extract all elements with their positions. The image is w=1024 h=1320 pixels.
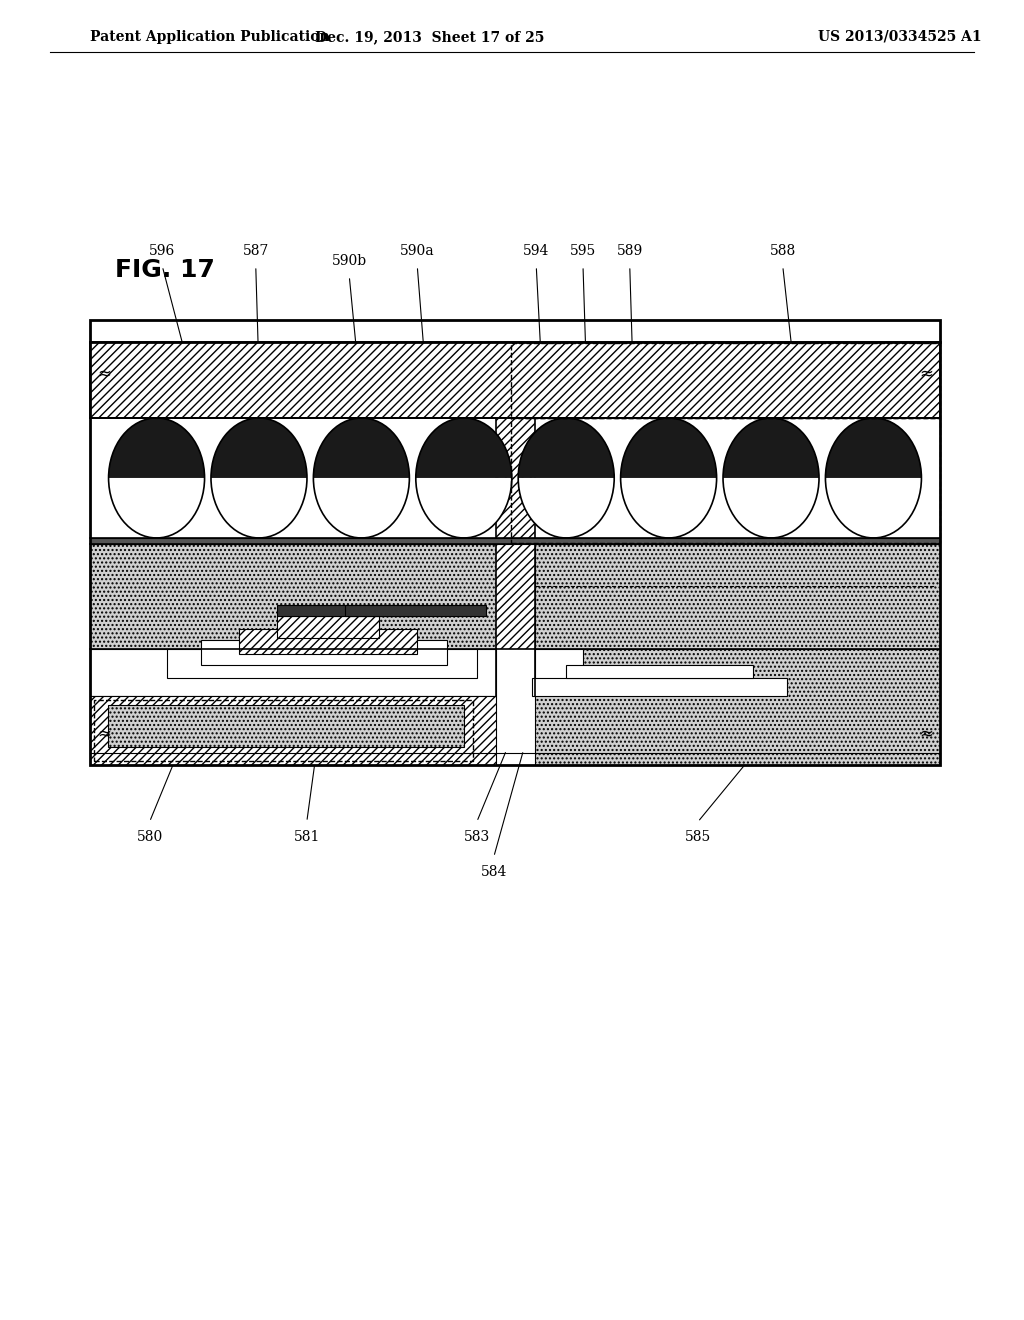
Text: 589: 589 — [616, 244, 643, 257]
Text: 585: 585 — [685, 830, 711, 843]
Bar — [90, 319, 940, 766]
Polygon shape — [211, 478, 307, 539]
Bar — [90, 649, 497, 696]
Ellipse shape — [109, 418, 205, 539]
Polygon shape — [518, 418, 614, 478]
Ellipse shape — [825, 418, 922, 539]
Text: 590a: 590a — [400, 244, 434, 257]
Text: 594: 594 — [523, 244, 550, 257]
Polygon shape — [313, 418, 410, 478]
Bar — [497, 418, 536, 649]
Text: FIG. 17: FIG. 17 — [115, 257, 215, 282]
Polygon shape — [723, 478, 819, 539]
Polygon shape — [621, 418, 717, 478]
Polygon shape — [416, 418, 512, 478]
Bar — [532, 678, 787, 696]
Polygon shape — [109, 418, 205, 478]
Polygon shape — [416, 478, 512, 539]
Polygon shape — [109, 478, 205, 539]
Text: 588: 588 — [770, 244, 796, 257]
Bar — [239, 630, 417, 653]
Polygon shape — [211, 418, 307, 478]
Bar — [511, 343, 940, 418]
Polygon shape — [313, 478, 410, 539]
Text: 595: 595 — [570, 244, 596, 257]
Bar — [90, 418, 940, 539]
Text: Dec. 19, 2013  Sheet 17 of 25: Dec. 19, 2013 Sheet 17 of 25 — [315, 30, 545, 44]
Polygon shape — [518, 478, 614, 539]
Text: Patent Application Publication: Patent Application Publication — [90, 30, 330, 44]
Text: ≈: ≈ — [920, 364, 933, 383]
Polygon shape — [825, 478, 922, 539]
Bar — [167, 649, 477, 678]
Bar — [278, 616, 379, 638]
Bar — [536, 649, 583, 688]
Ellipse shape — [723, 418, 819, 539]
Text: ≈: ≈ — [97, 725, 111, 743]
Bar — [108, 705, 464, 747]
Text: 584: 584 — [480, 865, 507, 879]
Bar — [90, 539, 940, 544]
Text: ≈: ≈ — [920, 725, 933, 743]
Text: US 2013/0334525 A1: US 2013/0334525 A1 — [818, 30, 982, 44]
Bar — [90, 696, 497, 766]
Ellipse shape — [416, 418, 512, 539]
Bar — [345, 605, 486, 616]
Ellipse shape — [621, 418, 717, 539]
Bar — [278, 605, 418, 616]
Text: 590b: 590b — [332, 253, 367, 268]
Ellipse shape — [211, 418, 307, 539]
Text: ≈: ≈ — [97, 364, 111, 383]
Bar — [90, 544, 497, 649]
Text: 596: 596 — [150, 244, 175, 257]
Bar — [536, 649, 940, 766]
Text: 581: 581 — [294, 830, 319, 843]
Bar — [201, 640, 447, 665]
Bar — [536, 544, 940, 649]
Text: 587: 587 — [243, 244, 269, 257]
Polygon shape — [723, 418, 819, 478]
Bar — [94, 700, 473, 762]
Text: 583: 583 — [464, 830, 489, 843]
Bar — [566, 665, 753, 678]
Polygon shape — [825, 418, 922, 478]
Ellipse shape — [313, 418, 410, 539]
Bar — [511, 418, 940, 543]
Ellipse shape — [518, 418, 614, 539]
Text: 580: 580 — [136, 830, 163, 843]
Polygon shape — [621, 478, 717, 539]
Bar — [90, 342, 940, 418]
